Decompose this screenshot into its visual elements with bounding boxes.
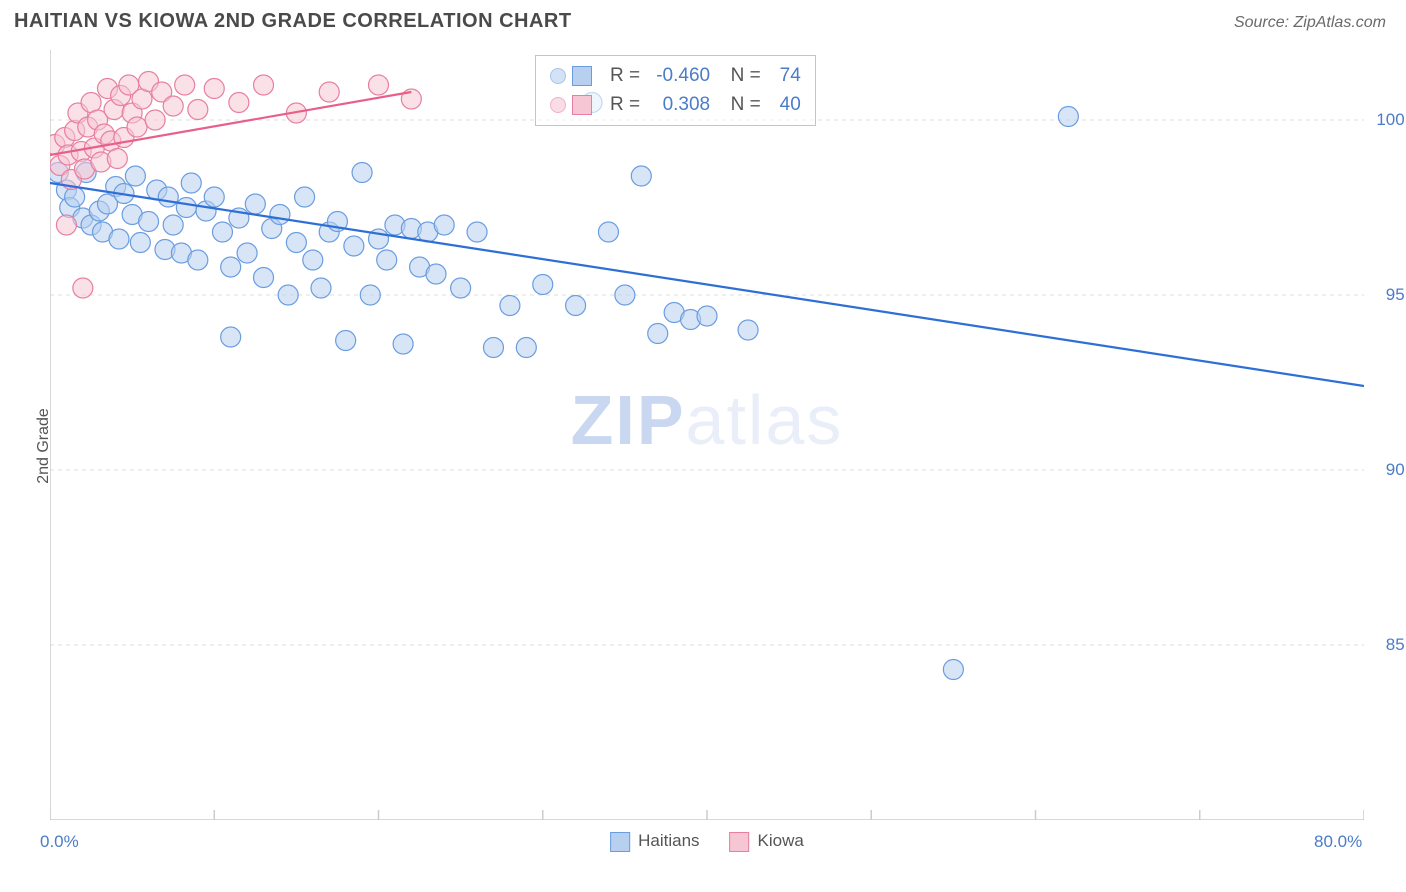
legend-label: Haitians	[638, 831, 699, 850]
stat-r-label: R =	[610, 62, 640, 91]
stat-r-value: 0.308	[650, 91, 710, 120]
legend-bottom: Haitians Kiowa	[610, 831, 804, 852]
stat-swatch	[572, 66, 592, 86]
chart-title: HAITIAN VS KIOWA 2ND GRADE CORRELATION C…	[14, 10, 572, 33]
legend-swatch	[730, 832, 750, 852]
y-tick-label: 100.0%	[1374, 110, 1406, 130]
legend-item: Kiowa	[730, 831, 804, 852]
stat-r-label: R =	[610, 91, 640, 120]
legend-item: Haitians	[610, 831, 699, 852]
stat-n-value: 74	[771, 62, 801, 91]
stat-swatch	[572, 95, 592, 115]
stat-marker-icon	[550, 68, 566, 84]
source-label: Source: ZipAtlas.com	[1234, 14, 1386, 32]
x-tick-label: 80.0%	[1314, 832, 1362, 852]
stat-row: R = -0.460 N = 74	[550, 62, 801, 91]
scatter-plot: ZIPatlas 85.0%90.0%95.0%100.0% 0.0%80.0%…	[50, 50, 1364, 820]
y-tick-label: 90.0%	[1374, 460, 1406, 480]
stat-box: R = -0.460 N = 74 R = 0.308 N = 40	[535, 55, 816, 126]
plot-svg	[50, 50, 1364, 820]
stat-n-label: N =	[720, 91, 761, 120]
stat-row: R = 0.308 N = 40	[550, 91, 801, 120]
stat-n-label: N =	[720, 62, 761, 91]
stat-r-value: -0.460	[650, 62, 710, 91]
legend-label: Kiowa	[758, 831, 804, 850]
legend-swatch	[610, 832, 630, 852]
y-tick-label: 85.0%	[1374, 635, 1406, 655]
stat-marker-icon	[550, 97, 566, 113]
y-tick-label: 95.0%	[1374, 285, 1406, 305]
stat-n-value: 40	[771, 91, 801, 120]
x-tick-label: 0.0%	[40, 832, 79, 852]
